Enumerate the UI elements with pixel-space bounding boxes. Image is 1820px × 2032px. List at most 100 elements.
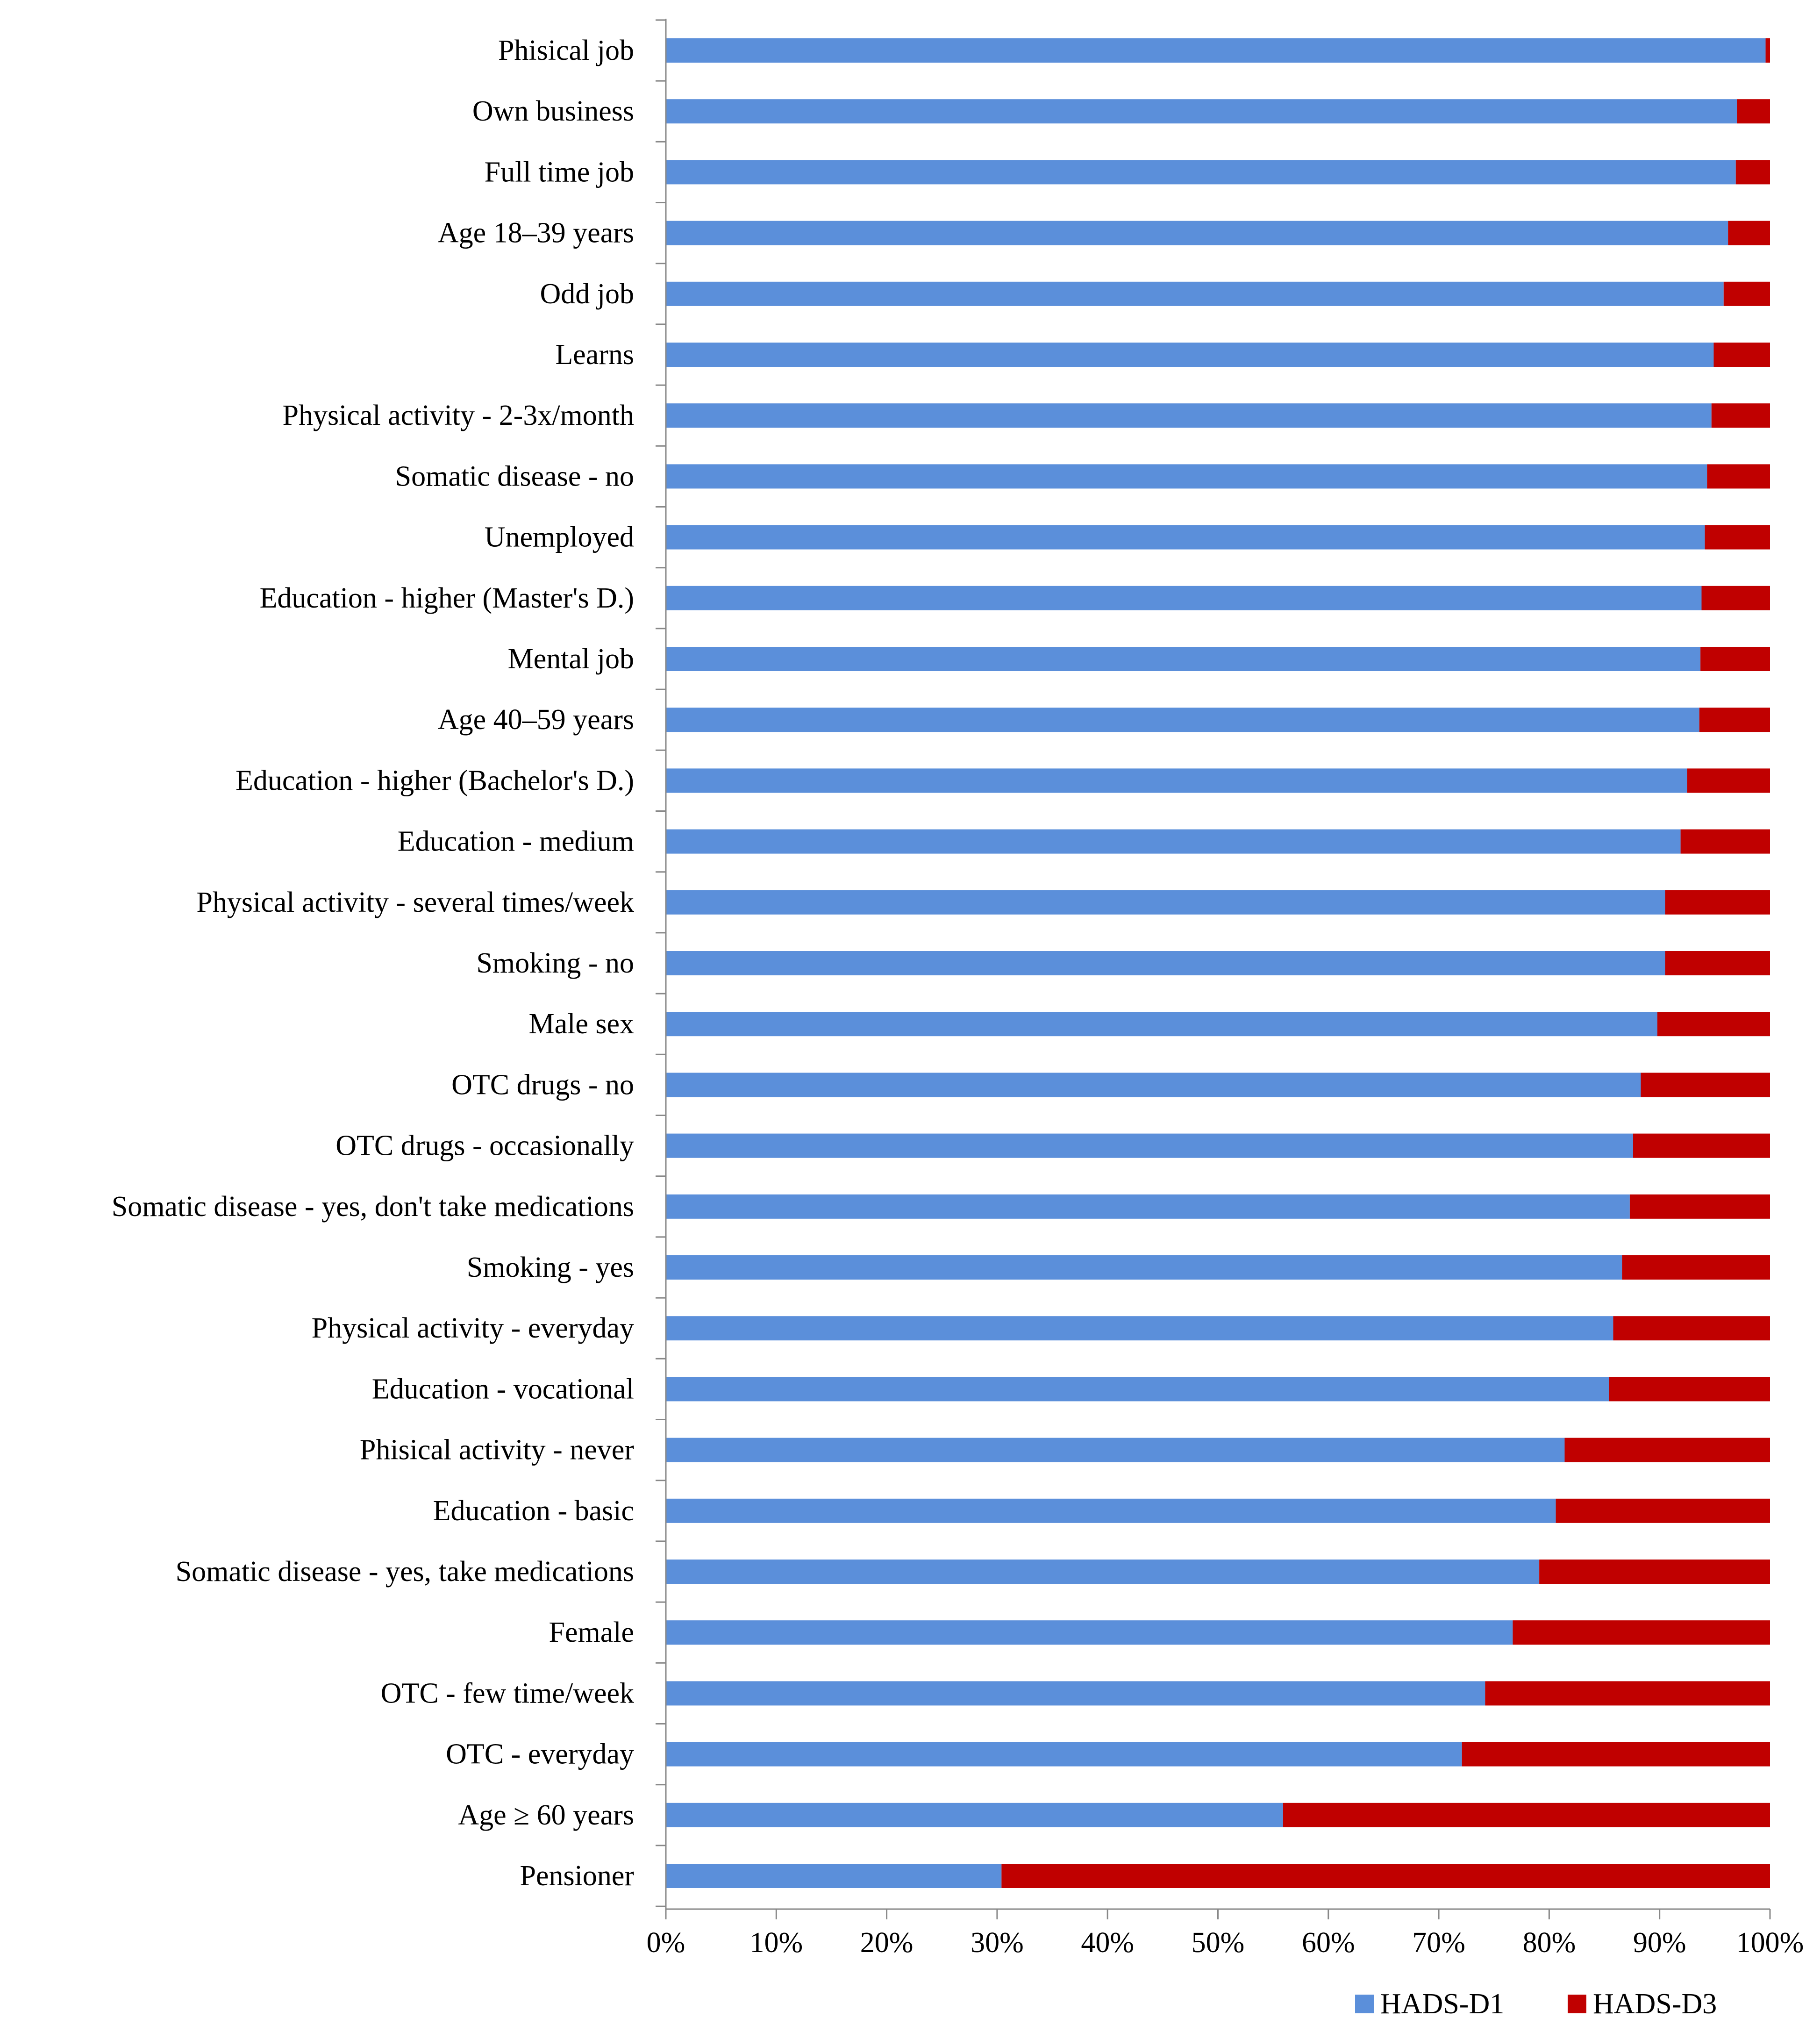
legend: HADS-D1 HADS-D3 bbox=[1355, 1988, 1717, 2020]
category-label: OTC drugs - occasionally bbox=[335, 1130, 634, 1162]
category-label: Age ≥ 60 years bbox=[458, 1799, 634, 1831]
bar-hads-d3-24 bbox=[1556, 1498, 1770, 1523]
legend-swatch-hads-d3 bbox=[1568, 1995, 1586, 2013]
bar-hads-d1-16 bbox=[666, 1012, 1657, 1037]
category-label: Education - vocational bbox=[372, 1373, 634, 1405]
bar-hads-d3-4 bbox=[1723, 281, 1770, 306]
bar-hads-d1-17 bbox=[666, 1073, 1641, 1097]
bar-hads-d1-0 bbox=[666, 38, 1766, 63]
category-label: OTC - everyday bbox=[446, 1739, 634, 1770]
legend-swatch-hads-d1 bbox=[1355, 1995, 1374, 2013]
bar-hads-d3-8 bbox=[1705, 525, 1770, 550]
bar-hads-d1-29 bbox=[666, 1803, 1283, 1827]
bar-hads-d3-2 bbox=[1735, 160, 1770, 185]
bar-hads-d3-13 bbox=[1680, 829, 1770, 854]
bar-hads-d3-5 bbox=[1713, 343, 1770, 367]
category-label: Physical activity - several times/week bbox=[196, 887, 634, 918]
bar-hads-d3-25 bbox=[1539, 1560, 1770, 1584]
bar-hads-d1-8 bbox=[666, 525, 1705, 550]
category-label: Smoking - no bbox=[476, 947, 634, 979]
category-label: Age 18–39 years bbox=[438, 217, 634, 249]
bar-hads-d1-18 bbox=[666, 1133, 1633, 1158]
bar-hads-d3-18 bbox=[1633, 1133, 1770, 1158]
bar-hads-d3-21 bbox=[1613, 1316, 1770, 1341]
category-label: Full time job bbox=[485, 156, 634, 188]
category-label: Mental job bbox=[508, 643, 634, 675]
x-tick-label: 80% bbox=[1523, 1927, 1576, 1959]
bar-hads-d1-10 bbox=[666, 647, 1701, 671]
category-label: Somatic disease - no bbox=[395, 460, 634, 492]
bar-hads-d3-17 bbox=[1641, 1073, 1770, 1097]
bar-hads-d1-28 bbox=[666, 1742, 1462, 1767]
x-tick-label: 60% bbox=[1302, 1927, 1355, 1959]
bar-hads-d3-16 bbox=[1657, 1012, 1770, 1037]
bar-hads-d3-0 bbox=[1765, 38, 1770, 63]
bar-hads-d1-2 bbox=[666, 160, 1736, 185]
bar-hads-d1-15 bbox=[666, 951, 1665, 975]
category-label: Education - higher (Master's D.) bbox=[260, 582, 634, 614]
bar-hads-d1-21 bbox=[666, 1316, 1613, 1341]
bar-hads-d3-30 bbox=[1001, 1864, 1770, 1888]
category-label: Learns bbox=[555, 339, 634, 371]
bar-hads-d1-30 bbox=[666, 1864, 1002, 1888]
bar-hads-d1-13 bbox=[666, 829, 1681, 854]
category-label: Phisical activity - never bbox=[360, 1434, 634, 1466]
bars-group bbox=[666, 38, 1770, 1888]
category-label: Physical activity - everyday bbox=[312, 1312, 634, 1344]
bar-hads-d3-15 bbox=[1665, 951, 1770, 975]
x-tick-label: 0% bbox=[647, 1927, 685, 1959]
bar-hads-d3-20 bbox=[1622, 1255, 1770, 1280]
category-label: Odd job bbox=[540, 278, 635, 310]
category-label: Female bbox=[549, 1617, 635, 1648]
bar-hads-d1-3 bbox=[666, 221, 1728, 245]
bar-hads-d1-4 bbox=[666, 281, 1724, 306]
category-label: Smoking - yes bbox=[467, 1252, 634, 1283]
bar-hads-d1-26 bbox=[666, 1620, 1513, 1645]
bar-hads-d1-25 bbox=[666, 1560, 1540, 1584]
category-label: Phisical job bbox=[498, 35, 634, 66]
bar-hads-d3-12 bbox=[1687, 768, 1770, 793]
bar-hads-d3-28 bbox=[1462, 1742, 1770, 1767]
bar-hads-d1-1 bbox=[666, 99, 1737, 124]
bar-hads-d1-5 bbox=[666, 343, 1714, 367]
category-labels: Phisical job Own business Full time job Age… bbox=[112, 35, 635, 1892]
bar-hads-d3-22 bbox=[1609, 1377, 1770, 1402]
bar-hads-d3-26 bbox=[1513, 1620, 1770, 1645]
x-tick-labels: 0% 10% 20% 30% 40% 50% 60% 70% 80% 90% 100% bbox=[647, 1927, 1804, 1959]
bar-hads-d1-22 bbox=[666, 1377, 1609, 1402]
x-tick-label: 70% bbox=[1412, 1927, 1465, 1959]
bar-hads-d1-7 bbox=[666, 464, 1707, 489]
bar-hads-d3-1 bbox=[1737, 99, 1770, 124]
x-tick-label: 10% bbox=[749, 1927, 803, 1959]
category-label: Education - medium bbox=[398, 826, 634, 858]
bar-hads-d3-14 bbox=[1665, 890, 1770, 915]
bar-hads-d3-9 bbox=[1701, 586, 1770, 610]
bar-hads-d1-20 bbox=[666, 1255, 1622, 1280]
category-label: Pensioner bbox=[520, 1860, 634, 1892]
bar-hads-d1-12 bbox=[666, 768, 1687, 793]
axes-group bbox=[656, 19, 1771, 1919]
bar-hads-d1-9 bbox=[666, 586, 1702, 610]
bar-hads-d1-6 bbox=[666, 403, 1712, 428]
bar-hads-d1-11 bbox=[666, 708, 1699, 732]
x-tick-label: 50% bbox=[1192, 1927, 1245, 1959]
bar-hads-d1-14 bbox=[666, 890, 1665, 915]
bar-hads-d1-19 bbox=[666, 1194, 1630, 1219]
category-label: OTC - few time/week bbox=[381, 1677, 634, 1709]
bar-hads-d1-24 bbox=[666, 1498, 1556, 1523]
bar-hads-d3-19 bbox=[1629, 1194, 1770, 1219]
bar-hads-d1-27 bbox=[666, 1681, 1485, 1706]
category-label: Age 40–59 years bbox=[438, 704, 634, 736]
bar-hads-d3-29 bbox=[1283, 1803, 1770, 1827]
bar-hads-d1-23 bbox=[666, 1438, 1565, 1462]
bar-hads-d3-6 bbox=[1711, 403, 1770, 428]
legend-label-hads-d3: HADS-D3 bbox=[1593, 1988, 1717, 2020]
bar-hads-d3-23 bbox=[1564, 1438, 1770, 1462]
x-tick-label: 30% bbox=[971, 1927, 1024, 1959]
bar-hads-d3-11 bbox=[1699, 708, 1770, 732]
bar-hads-d3-27 bbox=[1485, 1681, 1770, 1706]
category-label: Somatic disease - yes, take medications bbox=[176, 1556, 634, 1588]
x-tick-label: 20% bbox=[860, 1927, 914, 1959]
legend-label-hads-d1: HADS-D1 bbox=[1380, 1988, 1504, 2020]
